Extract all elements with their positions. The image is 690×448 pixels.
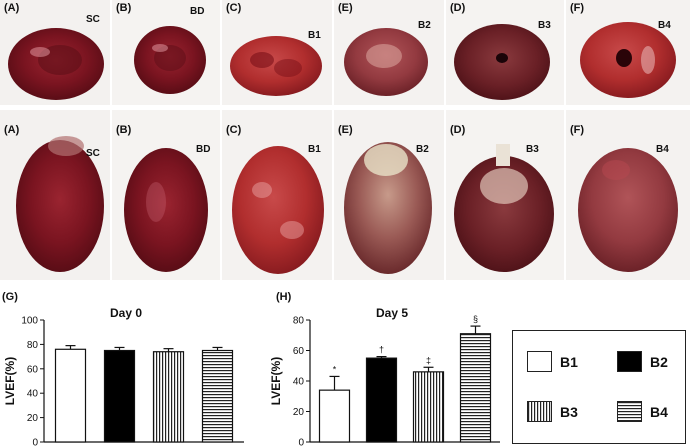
panel-label: (D) [450, 2, 466, 14]
y-tick-label: 0 [298, 438, 304, 448]
legend-swatch [617, 351, 642, 372]
heart-section-photo [222, 0, 332, 105]
whole-heart-photo [222, 110, 332, 280]
photo-panel-b1-section: (C) B1 [222, 0, 332, 105]
group-label: B2 [416, 144, 429, 155]
group-label: BD [196, 144, 211, 155]
panel-label: (D) [450, 124, 466, 136]
group-label: BD [190, 6, 205, 17]
legend-swatch [527, 351, 552, 372]
group-label: B3 [538, 20, 551, 31]
chart-h-svg: 0 20 40 60 80 LVEF(%) * † ‡ § [269, 314, 500, 448]
heart-section-photo [446, 0, 564, 105]
panel-label: (E) [338, 2, 353, 14]
y-tick-label: 80 [293, 316, 305, 327]
photo-panel-b2-whole: (E) B2 [334, 110, 444, 280]
photo-panel-sc-whole: (A) SC [0, 110, 110, 280]
heart-section-photo [334, 0, 444, 105]
legend-label: B2 [650, 353, 668, 370]
photo-panel-b3-section: (D) B3 [446, 0, 564, 105]
group-label: SC [86, 148, 100, 159]
significance-marker: ‡ [426, 355, 431, 365]
y-tick-label: 100 [21, 316, 38, 327]
photo-panel-b3-whole: (D) B3 [446, 110, 564, 280]
y-tick-label: 60 [27, 364, 39, 375]
panel-label: (E) [338, 124, 353, 136]
y-tick-label: 20 [293, 407, 305, 418]
panel-label: (B) [116, 2, 132, 14]
bar [103, 349, 136, 443]
bar [318, 389, 351, 443]
panel-label: (H) [276, 291, 292, 303]
y-tick-label: 20 [27, 413, 39, 424]
photo-panel-bd-whole: (B) BD [112, 110, 220, 280]
chart-title: Day 0 [110, 306, 143, 320]
legend-item-b4: B4 [617, 401, 668, 422]
legend-label: B1 [560, 353, 578, 370]
whole-heart-photo [446, 110, 564, 280]
group-label: SC [86, 14, 100, 25]
legend-item-b3: B3 [527, 401, 578, 422]
chart-title: Day 5 [376, 306, 409, 320]
panel-label: (C) [226, 2, 242, 14]
y-tick-label: 40 [293, 377, 305, 388]
photo-panel-b1-whole: (C) B1 [222, 110, 332, 280]
whole-heart-photo [112, 110, 220, 280]
legend-item-b1: B1 [527, 351, 578, 372]
whole-heart-photo [334, 110, 444, 280]
significance-marker: § [473, 314, 478, 324]
group-label: B1 [308, 30, 321, 41]
bar [412, 371, 445, 443]
group-label: B1 [308, 144, 321, 155]
whole-heart-photo [0, 110, 110, 280]
legend-label: B4 [650, 403, 668, 420]
bar [54, 348, 87, 443]
photo-panel-b2-section: (E) B2 [334, 0, 444, 105]
whole-heart-photo [566, 110, 690, 280]
bar [201, 349, 234, 443]
significance-marker: † [379, 345, 384, 355]
y-axis-label: LVEF(%) [269, 357, 283, 405]
legend: B1 B2 B3 B4 [512, 330, 686, 444]
y-tick-label: 80 [27, 340, 39, 351]
panel-label: (A) [4, 124, 20, 136]
heart-section-photo [566, 0, 690, 105]
y-axis-label: LVEF(%) [3, 357, 17, 405]
panel-label: (C) [226, 124, 242, 136]
legend-item-b2: B2 [617, 351, 668, 372]
panel-label: (A) [4, 2, 20, 14]
group-label: B3 [526, 144, 539, 155]
y-tick-label: 60 [293, 346, 305, 357]
group-label: B4 [656, 144, 669, 155]
photo-panel-b4-section: (F) B4 [566, 0, 690, 105]
chart-g-svg: 0 20 40 60 80 100 LVEF(%) [3, 316, 244, 448]
bar [152, 351, 185, 443]
photo-panel-sc-section: (A) SC [0, 0, 110, 105]
legend-label: B3 [560, 403, 578, 420]
panel-label: (F) [570, 124, 585, 136]
group-label: B2 [418, 20, 431, 31]
heart-section-photo [0, 0, 110, 105]
photo-panel-bd-section: (B) BD [112, 0, 220, 105]
panel-label: (F) [570, 2, 585, 14]
legend-swatch [527, 401, 552, 422]
panel-label: (B) [116, 124, 132, 136]
significance-marker: * [333, 364, 337, 374]
panel-label: (G) [2, 291, 18, 303]
photo-panel-b4-whole: (F) B4 [566, 110, 690, 280]
group-label: B4 [658, 20, 671, 31]
bar [459, 333, 492, 443]
bar [365, 357, 398, 443]
legend-swatch [617, 401, 642, 422]
y-tick-label: 40 [27, 389, 39, 400]
y-tick-label: 0 [32, 438, 38, 448]
heart-section-photo [112, 0, 220, 105]
